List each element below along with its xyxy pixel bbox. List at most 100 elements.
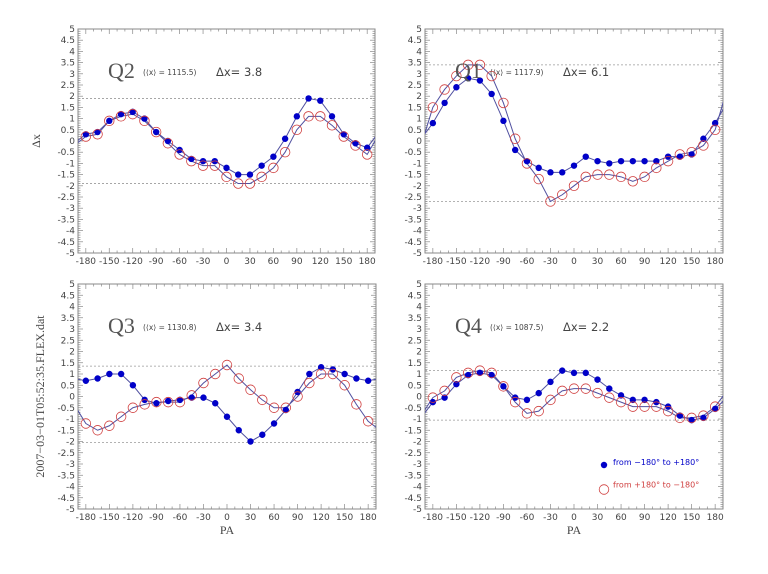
data-point-open <box>162 138 174 149</box>
data-point-filled <box>94 375 101 382</box>
y-tick-label: 5 <box>69 280 75 290</box>
panel-q2: 54.543.532.521.510.50-0.5-1-1.5-2-2.5-3-… <box>29 25 376 267</box>
y-tick-label: -0.5 <box>57 148 75 158</box>
data-point-open <box>292 391 303 402</box>
data-point-open <box>115 411 127 422</box>
y-tick-label: 5 <box>416 25 422 35</box>
legend-marker-filled <box>600 461 608 469</box>
y-tick-label: -2.5 <box>404 449 422 459</box>
x-tick-label: 90 <box>291 257 303 267</box>
data-point-open <box>174 149 185 160</box>
data-point-filled <box>688 151 695 158</box>
data-point-open <box>568 383 580 394</box>
data-point-filled <box>82 131 90 138</box>
data-point-filled <box>106 117 113 125</box>
data-point-filled <box>129 108 136 116</box>
data-point-filled <box>629 396 637 404</box>
data-point-open <box>439 385 450 397</box>
data-point-filled <box>94 128 101 136</box>
mean-label: (⟨x⟩ = 1087.5) <box>490 323 544 332</box>
x-tick-label: -120 <box>470 513 491 523</box>
y-tick-label: 0.5 <box>61 381 75 391</box>
range-label: Δx= 2.2 <box>563 320 609 334</box>
y-tick-label: -1 <box>66 159 75 169</box>
y-tick-label: 0 <box>69 393 75 403</box>
data-point-open <box>568 180 580 192</box>
x-tick-label: 120 <box>312 257 329 267</box>
panel-q3: 54.543.532.521.510.50-0.5-1-1.5-2-2.5-3-… <box>33 280 377 537</box>
data-point-filled <box>570 369 578 377</box>
data-point-filled <box>82 377 90 384</box>
data-point-open <box>451 372 462 383</box>
data-point-filled <box>293 113 301 120</box>
data-point-open <box>115 111 127 122</box>
x-tick-label: -120 <box>122 257 143 267</box>
data-point-filled <box>212 400 219 407</box>
data-point-open <box>462 367 474 379</box>
data-point-filled <box>106 370 113 378</box>
y-tick-label: -2.5 <box>404 193 422 203</box>
data-point-open <box>151 396 162 408</box>
y-tick-label: -1 <box>66 415 75 425</box>
y-tick-label: -3 <box>66 204 75 214</box>
data-point-filled <box>164 397 172 405</box>
data-point-open <box>462 59 474 71</box>
data-point-filled <box>223 164 230 172</box>
y-tick-label: -5 <box>413 249 422 259</box>
data-point-filled <box>306 370 313 378</box>
y-tick-label: 2.5 <box>61 336 75 346</box>
x-tick-label: -90 <box>149 257 164 267</box>
data-point-open <box>280 402 292 413</box>
data-point-filled <box>235 427 242 434</box>
y-tick-label: 0 <box>416 137 422 147</box>
mean-label: (⟨x⟩ = 1130.8) <box>143 323 197 332</box>
data-point-open <box>303 111 314 122</box>
y-tick-label: -4 <box>413 227 422 237</box>
y-tick-label: -4.5 <box>404 238 422 248</box>
data-point-open <box>662 405 674 417</box>
data-point-open <box>557 385 568 397</box>
x-tick-label: -150 <box>446 257 467 267</box>
y-tick-label: 1 <box>416 115 422 125</box>
data-point-filled <box>594 376 601 383</box>
data-point-open <box>592 387 603 399</box>
x-tick-label: -30 <box>196 513 211 523</box>
data-point-filled <box>164 137 172 145</box>
data-point-open <box>451 70 462 82</box>
data-point-open <box>486 70 497 82</box>
data-point-open <box>604 392 615 403</box>
data-point-filled <box>117 110 125 118</box>
data-point-filled <box>700 414 707 422</box>
x-tick-label: 90 <box>639 513 651 523</box>
y-tick-label: 4.5 <box>408 36 422 46</box>
x-axis-label: PA <box>220 523 235 537</box>
y-tick-label: 3.5 <box>61 59 75 69</box>
data-point-filled <box>535 164 542 172</box>
y-tick-label: 2 <box>69 348 75 358</box>
x-tick-label: -180 <box>76 257 97 267</box>
data-point-filled <box>582 369 589 377</box>
data-point-filled <box>547 378 554 386</box>
data-point-open <box>615 171 627 183</box>
y-tick-label: 4.5 <box>408 291 422 301</box>
data-point-filled <box>282 406 290 414</box>
x-tick-label: -180 <box>423 257 444 267</box>
data-point-open <box>427 392 439 403</box>
x-tick-label: 180 <box>707 513 724 523</box>
x-tick-label: -30 <box>543 513 558 523</box>
y-tick-label: -1.5 <box>404 426 422 436</box>
y-tick-label: 1 <box>69 115 75 125</box>
data-point-open <box>604 169 615 180</box>
x-tick-label: 150 <box>683 513 700 523</box>
data-point-open <box>509 133 521 144</box>
data-point-filled <box>363 144 371 151</box>
data-point-filled <box>117 370 125 378</box>
series-line-filled <box>78 97 375 176</box>
y-axis-label: 2007−03−01T05:52:35.FLEX.dat <box>33 315 47 478</box>
data-point-filled <box>441 99 448 107</box>
x-tick-label: -90 <box>496 513 511 523</box>
data-point-filled <box>317 364 325 371</box>
mean-label: (⟨x⟩ = 1115.5) <box>143 68 197 77</box>
data-point-filled <box>246 171 254 178</box>
y-tick-label: 1.5 <box>408 359 422 369</box>
